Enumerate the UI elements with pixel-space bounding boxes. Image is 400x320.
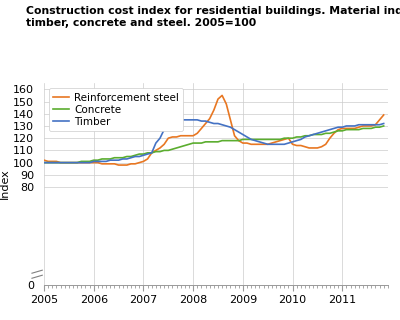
Timber [42,161,46,164]
Timber [290,140,295,144]
Timber [112,158,117,162]
Y-axis label: Index: Index [0,169,10,199]
Reinforcement steel [91,161,96,164]
Timber [91,159,96,163]
Reinforcement steel [315,146,320,150]
Timber [62,161,67,164]
Reinforcement steel [294,144,299,148]
Timber [249,138,254,141]
Reinforcement steel [42,158,46,162]
Reinforcement steel [220,93,224,97]
Line: Timber: Timber [44,120,384,163]
Concrete [286,136,291,140]
Concrete [91,158,96,162]
Timber [381,122,386,125]
Timber [311,132,316,136]
Reinforcement steel [381,113,386,117]
Concrete [307,134,312,138]
Concrete [244,138,249,141]
Reinforcement steel [116,163,121,167]
Line: Reinforcement steel: Reinforcement steel [44,95,384,165]
Concrete [381,124,386,128]
Legend: Reinforcement steel, Concrete, Timber: Reinforcement steel, Concrete, Timber [49,88,183,131]
Reinforcement steel [253,142,258,146]
Concrete [62,161,67,164]
Concrete [112,156,117,160]
Timber [178,118,183,122]
Line: Concrete: Concrete [44,126,384,163]
Concrete [42,161,46,164]
Reinforcement steel [62,161,67,164]
Reinforcement steel [112,162,117,166]
Text: Construction cost index for residential buildings. Material indices for
timber, : Construction cost index for residential … [26,6,400,28]
